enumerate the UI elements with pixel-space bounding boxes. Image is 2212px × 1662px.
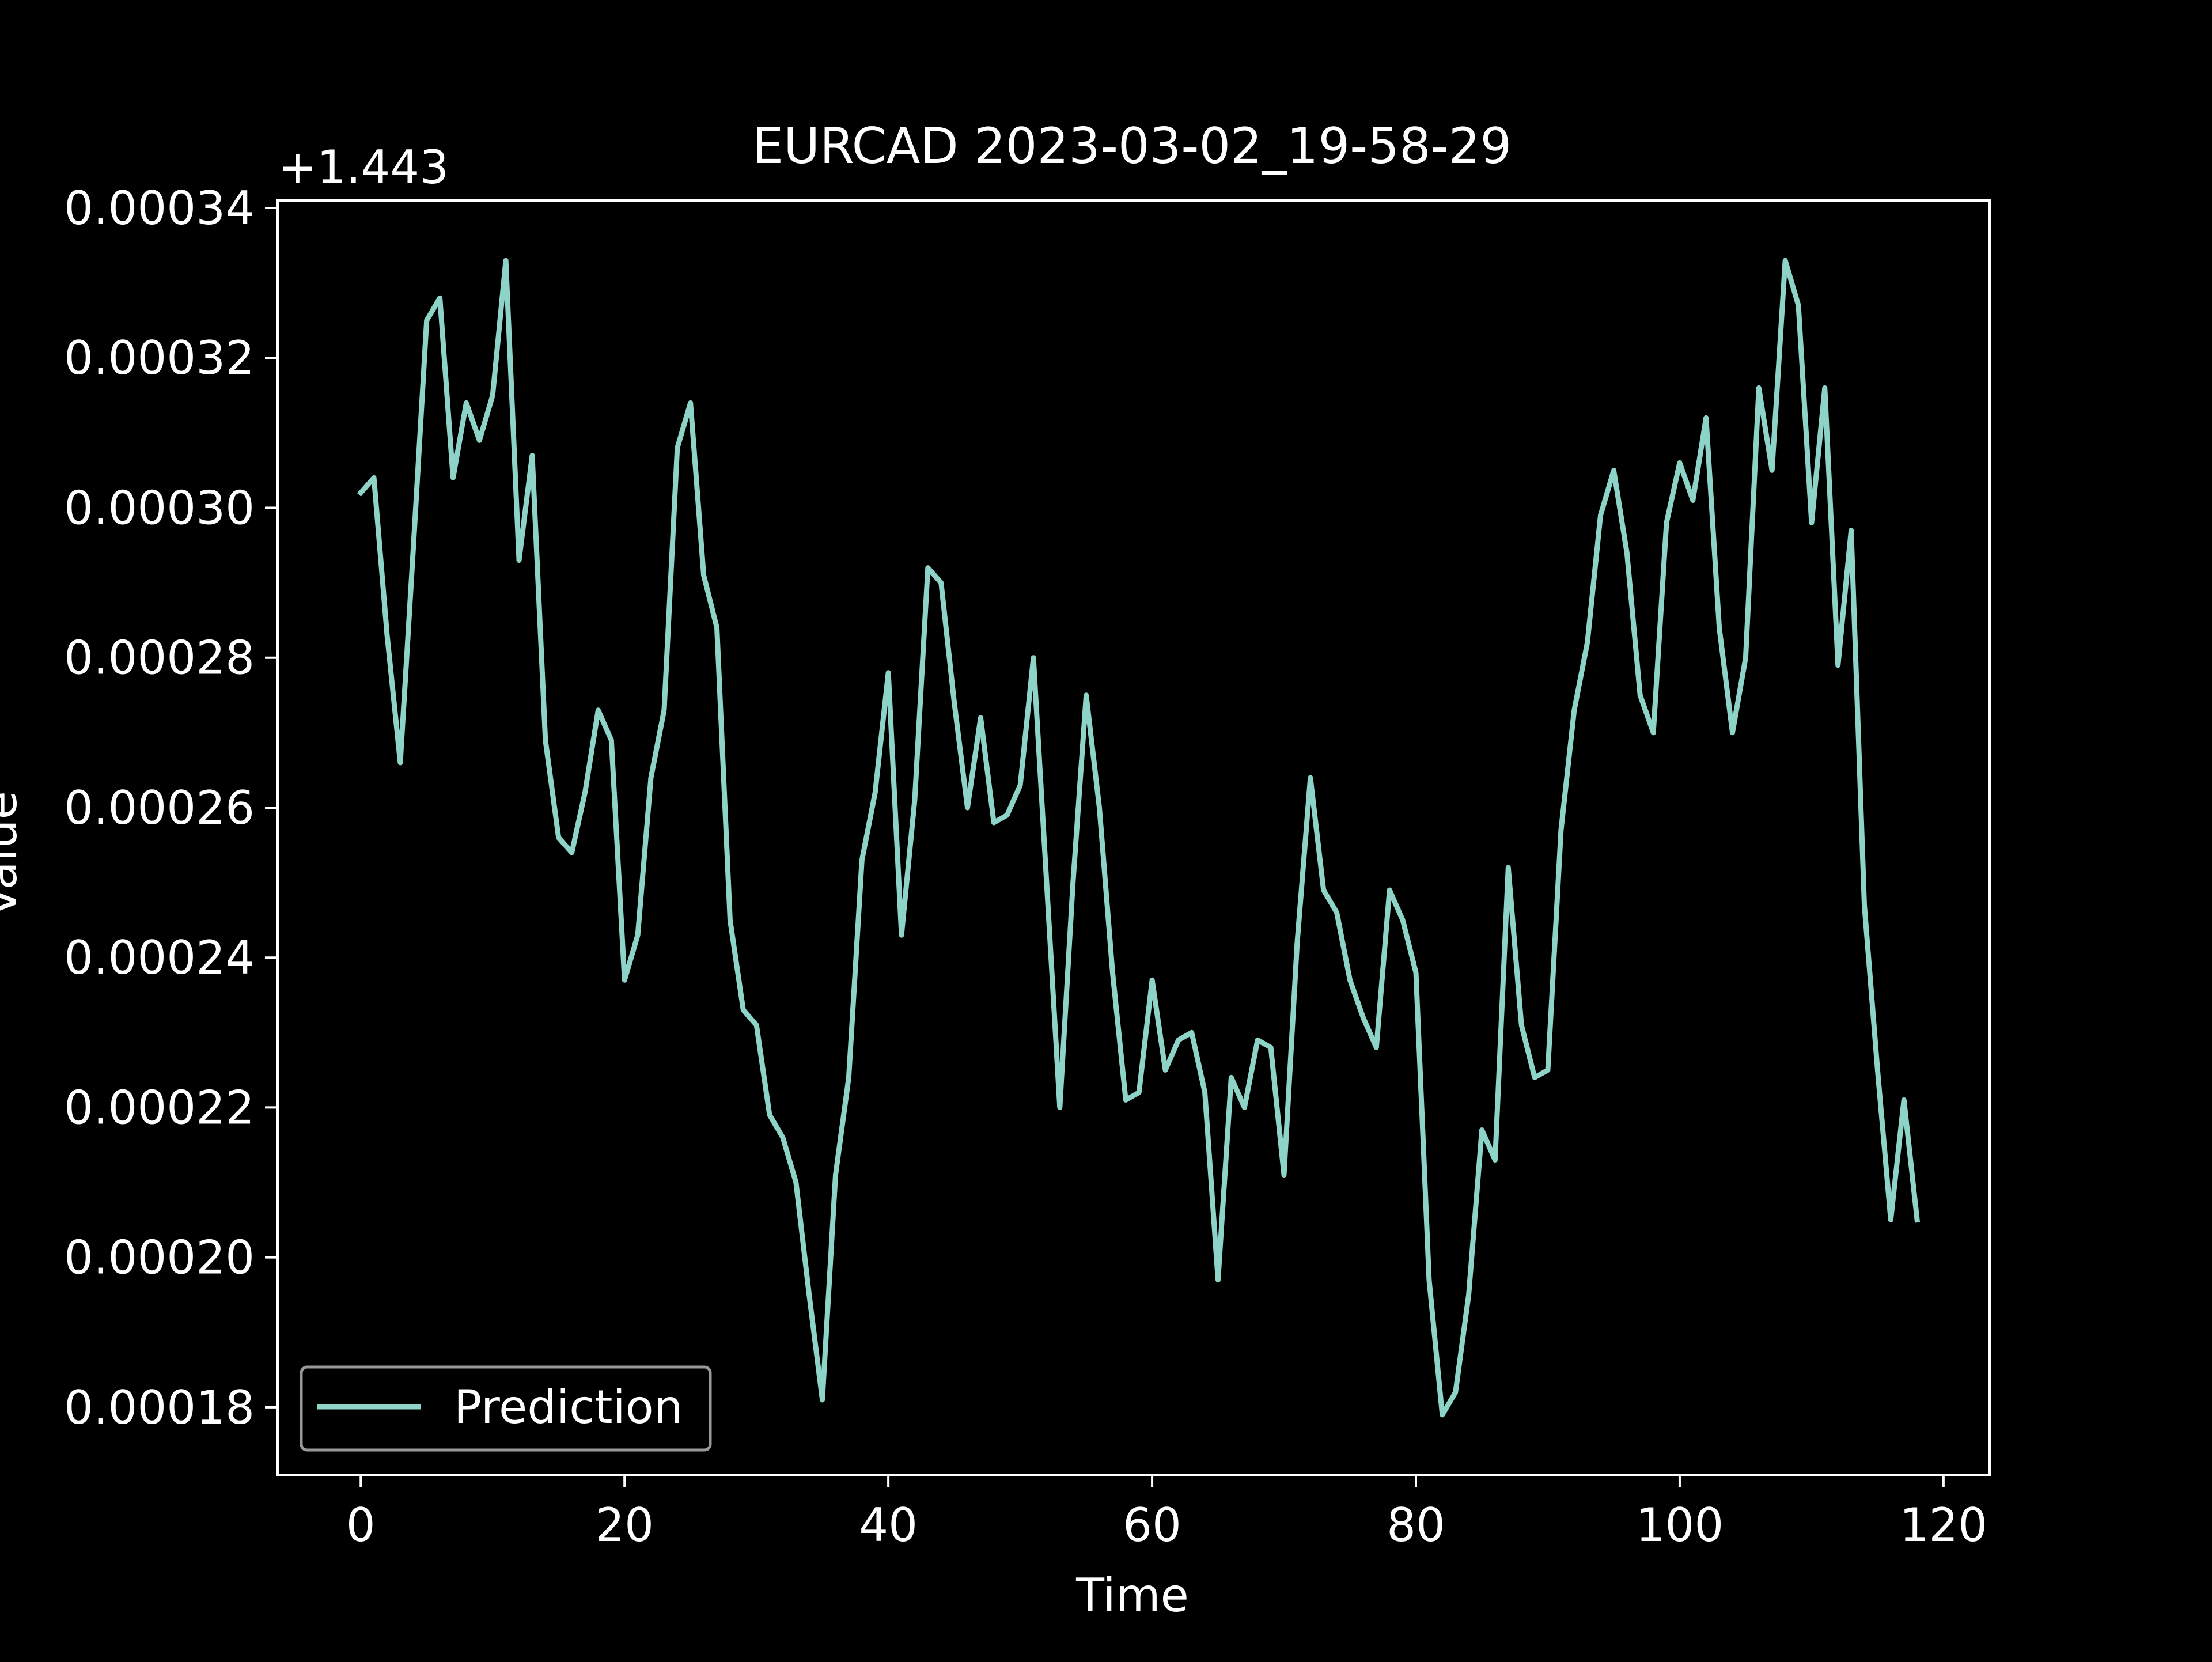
legend: Prediction xyxy=(300,1365,712,1452)
plot-frame xyxy=(276,199,1991,1476)
y-tick-label: 0.00034 xyxy=(64,181,255,235)
y-tick-label: 0.00024 xyxy=(64,931,255,985)
y-tick-label: 0.00026 xyxy=(64,781,255,835)
y-tick-label: 0.00018 xyxy=(64,1381,255,1434)
x-axis-ticks: 0 20 40 60 80 100 120 xyxy=(346,1475,1987,1552)
y-tick-label: 0.00032 xyxy=(64,331,255,385)
x-tick-label: 120 xyxy=(1900,1498,1988,1552)
x-tick-label: 0 xyxy=(346,1498,376,1552)
legend-box xyxy=(300,1365,712,1452)
series-line-prediction xyxy=(357,258,1921,1418)
x-tick-label: 40 xyxy=(859,1498,918,1552)
y-tick-label: 0.00022 xyxy=(64,1081,255,1134)
x-tick-label: 100 xyxy=(1636,1498,1724,1552)
x-axis-label: Time xyxy=(1075,1569,1189,1622)
y-axis-label: Value xyxy=(0,791,27,918)
y-offset-label: +1.443 xyxy=(278,141,449,194)
legend-label-prediction: Prediction xyxy=(454,1380,683,1434)
y-tick-label: 0.00020 xyxy=(64,1231,255,1285)
y-tick-label: 0.00028 xyxy=(64,631,255,685)
x-tick-label: 80 xyxy=(1387,1498,1445,1552)
x-tick-label: 20 xyxy=(595,1498,654,1552)
chart-title: EURCAD 2023-03-02_19-58-29 xyxy=(752,118,1512,175)
y-tick-label: 0.00030 xyxy=(64,481,255,535)
y-axis-ticks: 0.00018 0.00020 0.00022 0.00024 0.00026 0.000… xyxy=(64,181,278,1434)
x-tick-label: 60 xyxy=(1123,1498,1181,1552)
